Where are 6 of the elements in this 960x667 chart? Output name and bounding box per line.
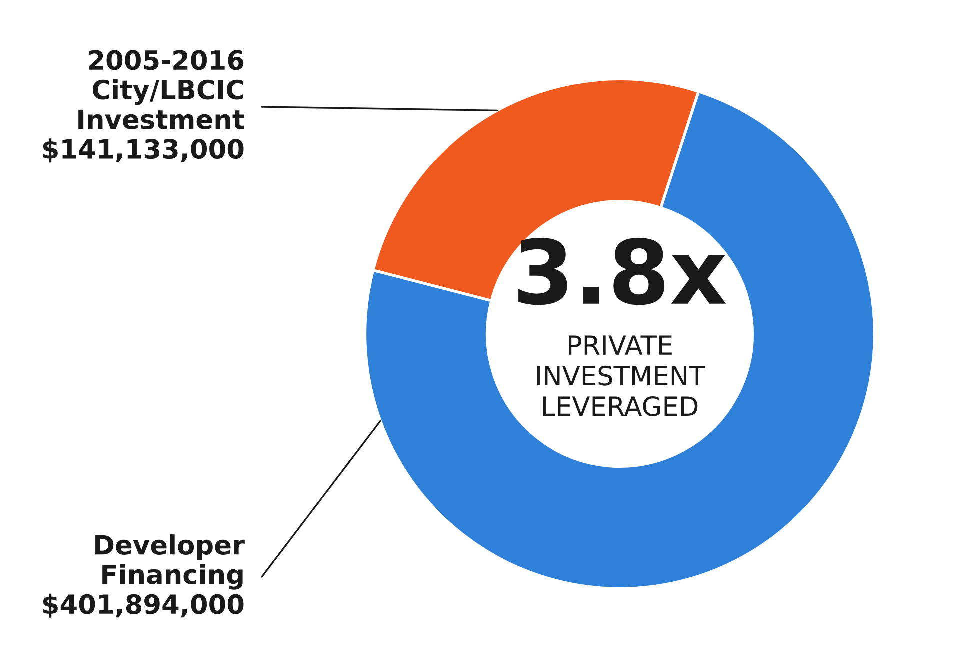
data-label: $141,133,000 <box>43 138 244 163</box>
slice-label: 2005-2016 City/LBCIC Investment <box>78 50 244 130</box>
text: 3.8x <box>518 238 726 306</box>
data-label: $401,894,000 <box>43 594 244 618</box>
text: PRIVATE INVESTMENT LEVERAGED <box>537 336 706 416</box>
slice-label: Developer Financing <box>96 534 245 590</box>
